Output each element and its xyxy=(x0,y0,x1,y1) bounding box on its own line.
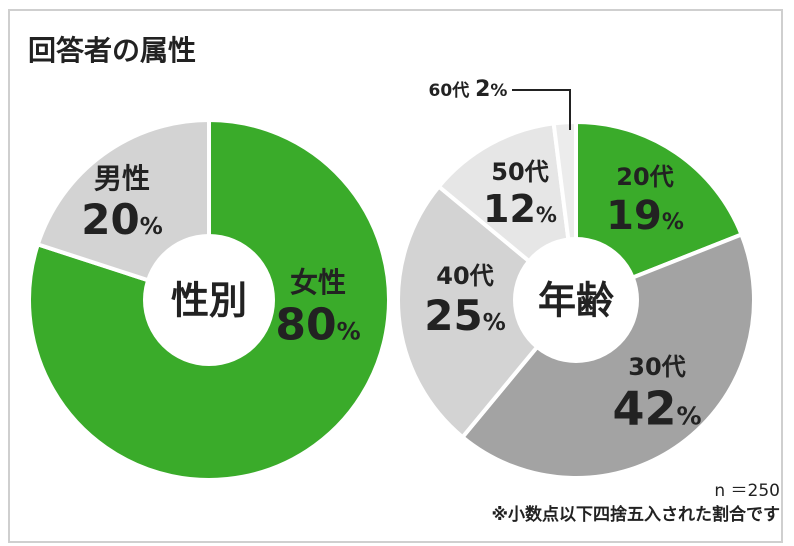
donut-hole xyxy=(143,234,275,366)
category-label: 男性 xyxy=(94,162,150,195)
category-label: 50代 xyxy=(491,158,548,186)
value-label: 25% xyxy=(424,291,506,340)
label-60代: 60代 2% xyxy=(429,77,508,102)
value-label: 42% xyxy=(612,381,701,435)
rounding-note: ※小数点以下四捨五入された割合です xyxy=(491,505,780,525)
slice-女性 xyxy=(27,117,391,482)
value-label: 80% xyxy=(275,300,360,351)
donut-hole xyxy=(513,237,639,363)
category-label: 30代 xyxy=(628,353,685,381)
value-label: 20% xyxy=(81,195,163,244)
sample-size: n ＝250 xyxy=(714,481,780,501)
slice-30代 xyxy=(459,231,756,480)
center-label: 性別 xyxy=(171,279,247,323)
category-label: 20代 xyxy=(616,163,673,191)
slice-40代 xyxy=(396,183,579,440)
leader-line xyxy=(512,89,571,130)
center-label: 年齢 xyxy=(538,279,614,323)
value-label: 19% xyxy=(606,193,684,239)
category-label: 女性 xyxy=(290,266,346,299)
category-label: 40代 xyxy=(436,262,493,290)
value-label: 12% xyxy=(483,187,557,231)
chart-title: 回答者の属性 xyxy=(28,34,197,67)
